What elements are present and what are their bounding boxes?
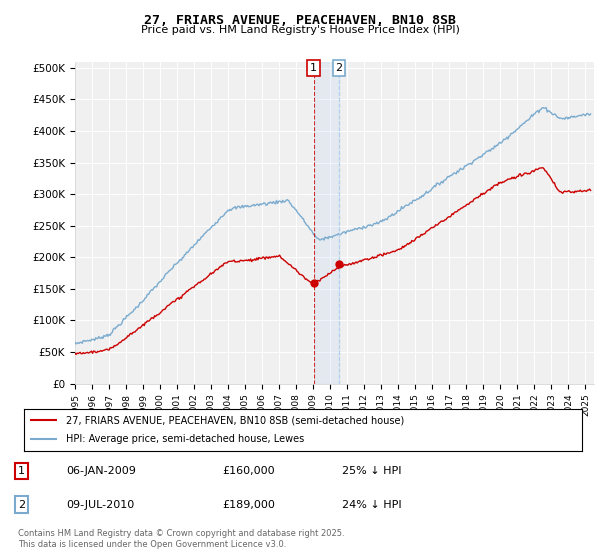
Text: HPI: Average price, semi-detached house, Lewes: HPI: Average price, semi-detached house,… xyxy=(66,435,304,445)
Text: £160,000: £160,000 xyxy=(222,466,275,476)
Text: 27, FRIARS AVENUE, PEACEHAVEN, BN10 8SB (semi-detached house): 27, FRIARS AVENUE, PEACEHAVEN, BN10 8SB … xyxy=(66,415,404,425)
Text: 1: 1 xyxy=(310,63,317,73)
Text: 2: 2 xyxy=(18,500,25,510)
Text: £189,000: £189,000 xyxy=(222,500,275,510)
Text: Price paid vs. HM Land Registry's House Price Index (HPI): Price paid vs. HM Land Registry's House … xyxy=(140,25,460,35)
Text: Contains HM Land Registry data © Crown copyright and database right 2025.
This d: Contains HM Land Registry data © Crown c… xyxy=(18,529,344,549)
Text: 1: 1 xyxy=(18,466,25,476)
Text: 06-JAN-2009: 06-JAN-2009 xyxy=(66,466,136,476)
Text: 27, FRIARS AVENUE, PEACEHAVEN, BN10 8SB: 27, FRIARS AVENUE, PEACEHAVEN, BN10 8SB xyxy=(144,14,456,27)
Text: 09-JUL-2010: 09-JUL-2010 xyxy=(66,500,134,510)
Text: 2: 2 xyxy=(335,63,343,73)
Bar xyxy=(314,62,339,384)
Text: 24% ↓ HPI: 24% ↓ HPI xyxy=(342,500,401,510)
Text: 25% ↓ HPI: 25% ↓ HPI xyxy=(342,466,401,476)
